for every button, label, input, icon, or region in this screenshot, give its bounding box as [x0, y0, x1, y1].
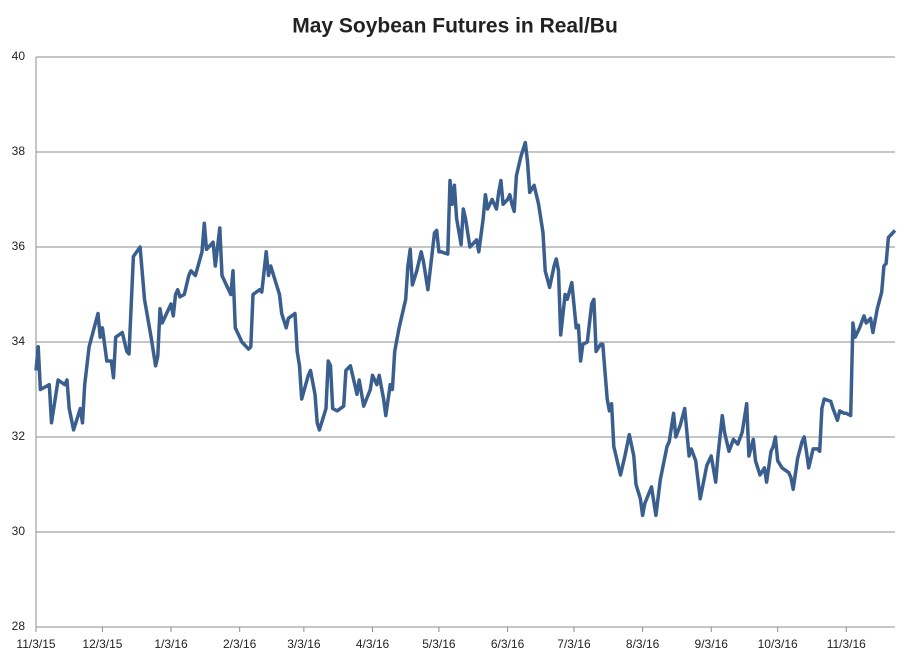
y-tick-label: 32	[12, 429, 26, 443]
x-tick-label: 12/3/15	[82, 637, 122, 651]
y-tick-label: 34	[12, 334, 26, 348]
x-tick-label: 7/3/16	[557, 637, 591, 651]
chart-title: May Soybean Futures in Real/Bu	[292, 15, 618, 38]
y-tick-label: 36	[12, 239, 26, 253]
price-line	[34, 140, 897, 518]
x-tick-label: 5/3/16	[422, 637, 456, 651]
x-tick-label: 9/3/16	[695, 637, 729, 651]
x-tick-label: 2/3/16	[223, 637, 257, 651]
y-tick-label: 38	[12, 144, 26, 158]
x-tick-label: 11/3/16	[827, 637, 866, 651]
x-tick-label: 3/3/16	[287, 637, 321, 651]
y-tick-label: 40	[12, 49, 26, 63]
x-tick-label: 6/3/16	[491, 637, 525, 651]
x-tick-label: 1/3/16	[154, 637, 188, 651]
y-tick-label: 28	[12, 619, 26, 633]
x-tick-label: 8/3/16	[626, 637, 660, 651]
x-tick-label: 4/3/16	[356, 637, 390, 651]
y-tick-label: 30	[12, 524, 26, 538]
x-tick-label: 11/3/15	[16, 637, 55, 651]
x-tick-label: 10/3/16	[758, 637, 798, 651]
